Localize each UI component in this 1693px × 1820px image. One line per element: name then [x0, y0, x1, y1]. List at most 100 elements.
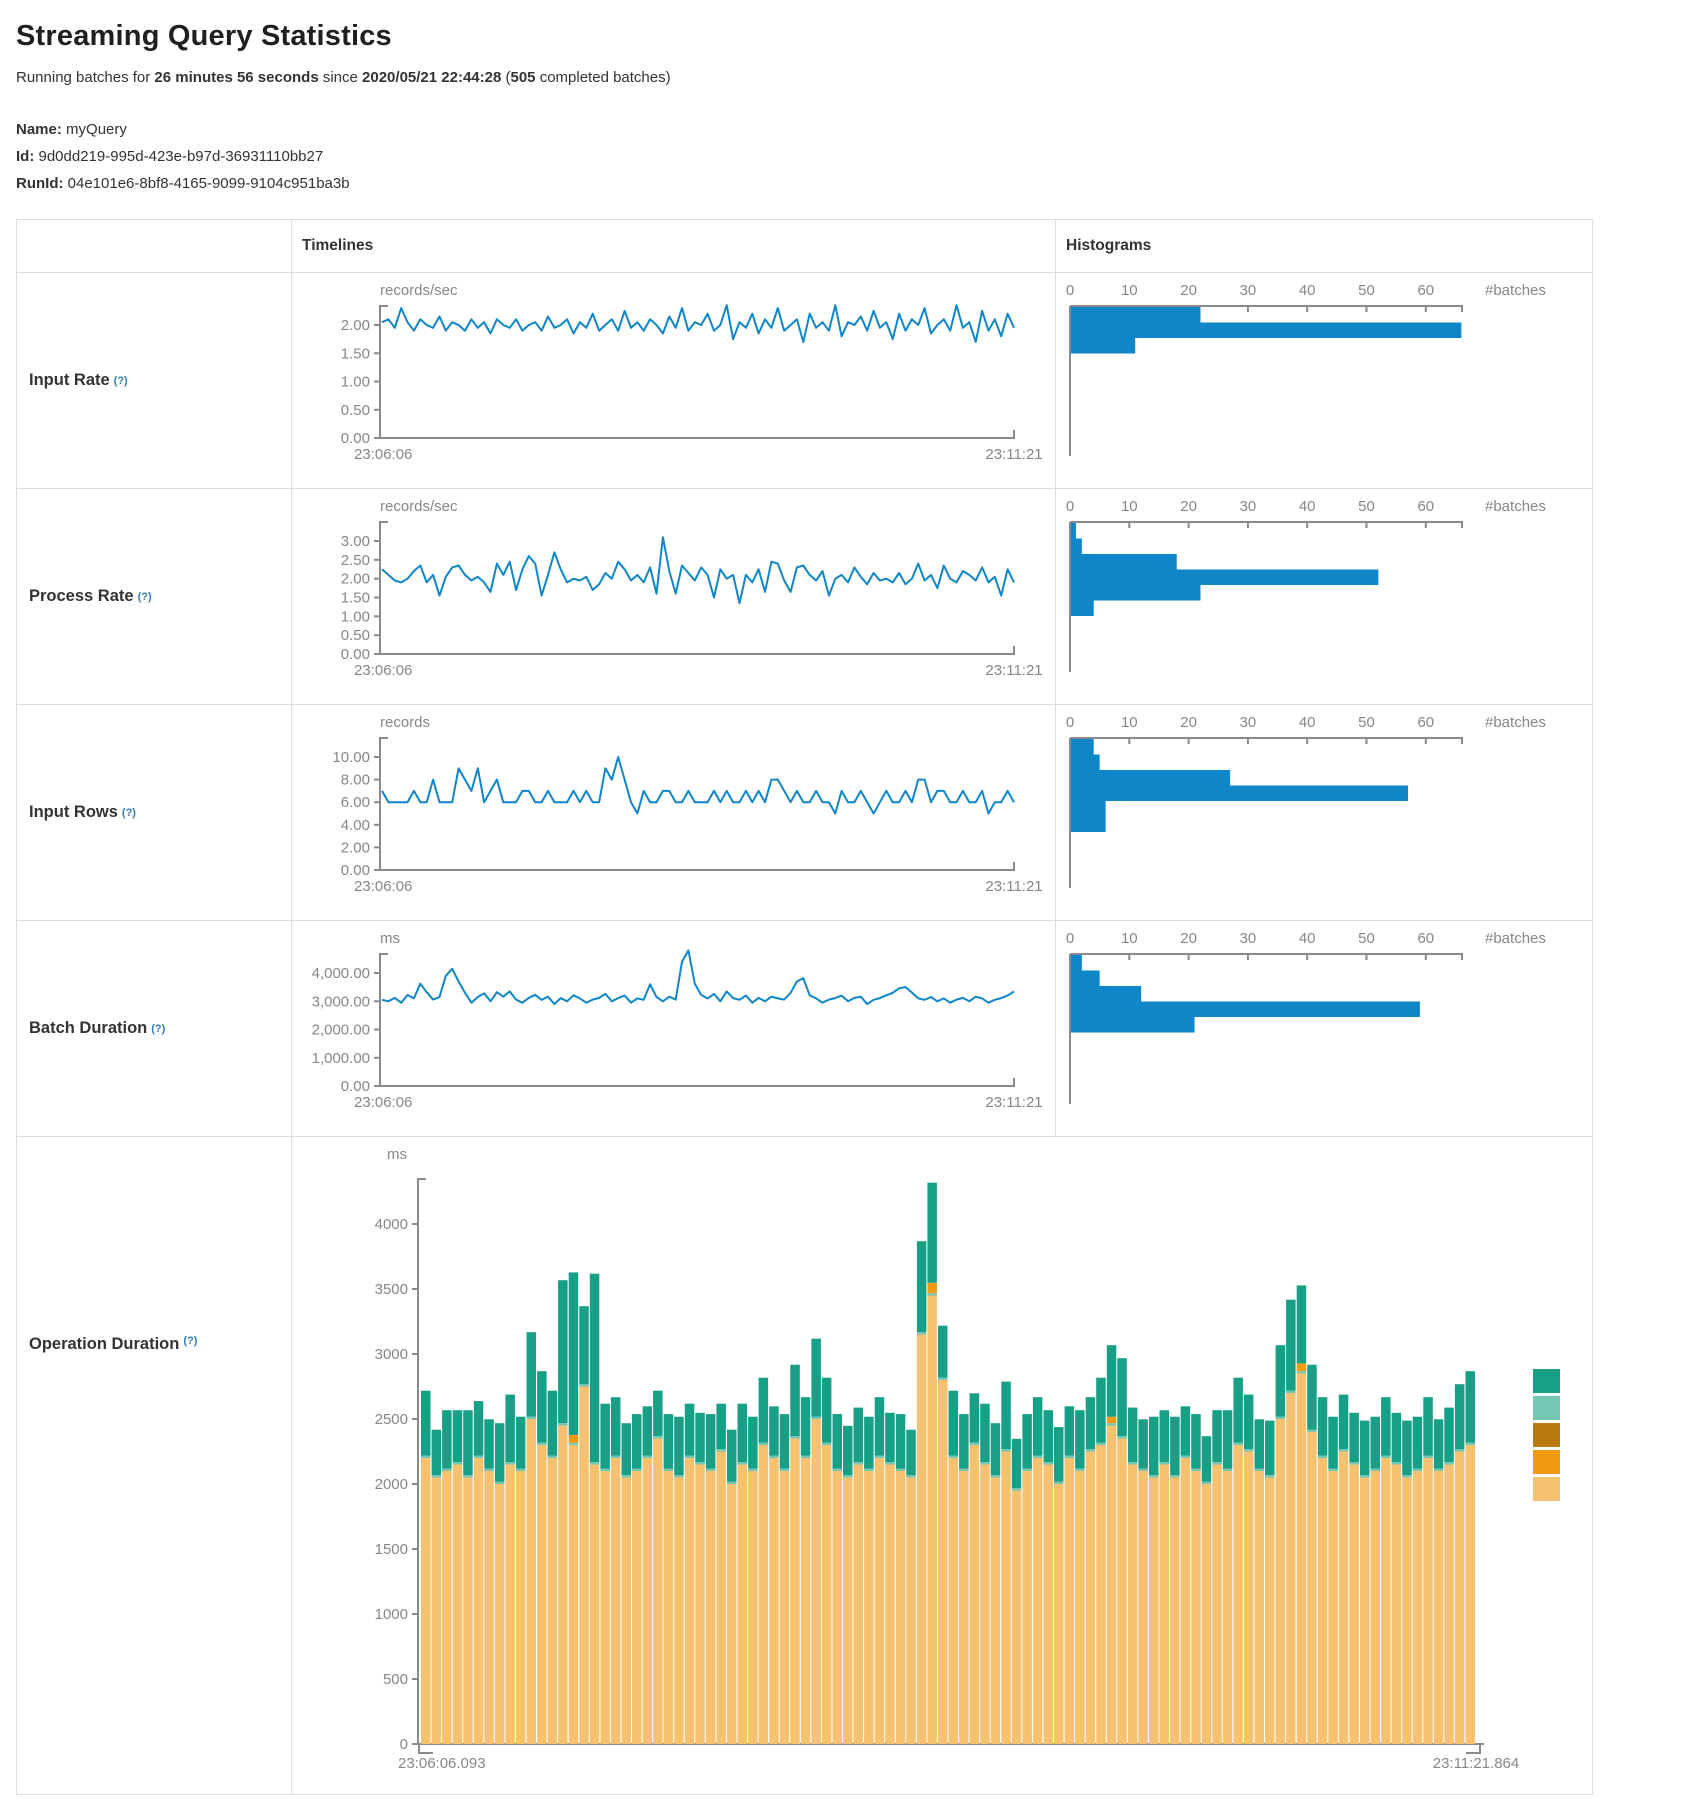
svg-text:2.50: 2.50	[341, 552, 370, 569]
summary-mid: since	[318, 69, 363, 86]
table-header-timelines: Timelines	[292, 220, 1056, 273]
svg-text:records: records	[380, 714, 430, 731]
svg-text:500: 500	[383, 1671, 408, 1688]
svg-text:60: 60	[1417, 498, 1434, 515]
process-rate-histogram-chart: 0 10 20 30 40 50 60 #batches	[1056, 489, 1592, 705]
svg-text:20: 20	[1180, 930, 1197, 947]
svg-text:#batches: #batches	[1485, 498, 1546, 515]
svg-text:8.00: 8.00	[341, 772, 370, 789]
input-rate-histogram-chart: 0 10 20 30 40 50 60 #batches	[1056, 273, 1592, 489]
svg-text:60: 60	[1417, 930, 1434, 947]
input-rate-timeline-chart: records/sec 2.00 1.50 1.00 0.50 0.00 23:06:06 2…	[292, 273, 1056, 489]
svg-text:0.00: 0.00	[341, 862, 370, 879]
svg-text:3.00: 3.00	[341, 533, 370, 550]
query-runid-line: RunId: 04e101e6-8bf8-4165-9099-9104c951b…	[16, 170, 1677, 197]
svg-text:0.50: 0.50	[341, 627, 370, 644]
row-label-input-rows: Input Rows (?)	[17, 705, 292, 921]
row-label-input-rate: Input Rate (?)	[17, 273, 292, 489]
svg-text:0.00: 0.00	[341, 430, 370, 447]
batch-duration-histogram-chart: 0 10 20 30 40 50 60 #batches	[1056, 921, 1592, 1137]
summary-suffix: completed batches)	[535, 69, 671, 86]
svg-text:3000: 3000	[375, 1346, 408, 1363]
row-label-batch-duration: Batch Duration (?)	[17, 921, 292, 1137]
svg-text:records/sec: records/sec	[380, 498, 458, 515]
page-title: Streaming Query Statistics	[16, 20, 392, 52]
svg-text:0.50: 0.50	[341, 402, 370, 419]
summary-batch-count: 505	[510, 69, 536, 86]
svg-text:4000: 4000	[375, 1216, 408, 1233]
query-info: Name: myQuery Id: 9d0dd219-995d-423e-b97…	[16, 116, 1677, 197]
query-id-line: Id: 9d0dd219-995d-423e-b97d-36931110bb27	[16, 143, 1677, 170]
svg-text:23:11:21: 23:11:21	[985, 446, 1042, 463]
summary-start-time: 2020/05/21 22:44:28	[362, 69, 502, 86]
svg-text:2.00: 2.00	[341, 571, 370, 588]
svg-text:40: 40	[1299, 498, 1316, 515]
row-label-process-rate: Process Rate (?)	[17, 489, 292, 705]
batch-duration-timeline-chart: ms 4,000.00 3,000.00 2,000.00 1,000.00 0.00 23…	[292, 921, 1056, 1137]
svg-text:0: 0	[1066, 282, 1074, 299]
query-id-label: Id:	[16, 148, 35, 165]
svg-text:40: 40	[1299, 714, 1316, 731]
svg-text:10: 10	[1121, 714, 1138, 731]
svg-text:1,000.00: 1,000.00	[312, 1050, 370, 1067]
svg-text:2.00: 2.00	[341, 317, 370, 334]
svg-text:0: 0	[1066, 714, 1074, 731]
svg-text:0.00: 0.00	[341, 646, 370, 663]
query-id-value: 9d0dd219-995d-423e-b97d-36931110bb27	[38, 148, 324, 165]
svg-text:2,000.00: 2,000.00	[312, 1022, 370, 1039]
svg-text:23:06:06: 23:06:06	[354, 1094, 412, 1111]
svg-text:0: 0	[1066, 930, 1074, 947]
table-header-histograms: Histograms	[1056, 220, 1592, 273]
svg-text:3,000.00: 3,000.00	[312, 993, 370, 1010]
svg-text:0: 0	[400, 1736, 408, 1753]
svg-text:30: 30	[1240, 282, 1257, 299]
svg-text:40: 40	[1299, 930, 1316, 947]
svg-text:ms: ms	[380, 930, 400, 947]
svg-text:50: 50	[1358, 714, 1375, 731]
batch-duration-help-link[interactable]: (?)	[151, 1022, 166, 1035]
running-batches-summary: Running batches for 26 minutes 56 second…	[16, 69, 1677, 86]
svg-text:#batches: #batches	[1485, 282, 1546, 299]
svg-text:23:11:21: 23:11:21	[985, 662, 1042, 679]
svg-text:23:06:06: 23:06:06	[354, 662, 412, 679]
svg-text:23:11:21: 23:11:21	[985, 878, 1042, 895]
svg-text:20: 20	[1180, 282, 1197, 299]
svg-text:#batches: #batches	[1485, 930, 1546, 947]
svg-text:1.50: 1.50	[341, 590, 370, 607]
input-rows-label: Input Rows	[29, 803, 118, 821]
statistics-table: Timelines Histograms Input Rate (?) recor…	[16, 219, 1593, 1795]
svg-text:1500: 1500	[375, 1541, 408, 1558]
svg-text:2000: 2000	[375, 1476, 408, 1493]
svg-text:50: 50	[1358, 930, 1375, 947]
process-rate-label: Process Rate	[29, 587, 134, 605]
query-runid-value: 04e101e6-8bf8-4165-9099-9104c951ba3b	[67, 175, 350, 192]
svg-text:ms: ms	[387, 1146, 407, 1163]
input-rate-help-link[interactable]: (?)	[113, 374, 128, 387]
svg-text:23:06:06: 23:06:06	[354, 446, 412, 463]
svg-text:10: 10	[1121, 930, 1138, 947]
svg-text:30: 30	[1240, 930, 1257, 947]
svg-text:23:11:21: 23:11:21	[985, 1094, 1042, 1111]
input-rows-histogram-chart: 0 10 20 30 40 50 60 #batches	[1056, 705, 1592, 921]
input-rows-timeline-chart: records 10.00 8.00 6.00 4.00 2.00 0.00 23:06:06…	[292, 705, 1056, 921]
svg-text:30: 30	[1240, 498, 1257, 515]
operation-duration-help-link[interactable]: (?)	[183, 1335, 198, 1347]
svg-text:23:06:06: 23:06:06	[354, 878, 412, 895]
svg-text:#batches: #batches	[1485, 714, 1546, 731]
svg-text:2.00: 2.00	[341, 839, 370, 856]
input-rate-label: Input Rate	[29, 371, 110, 389]
query-name-label: Name:	[16, 121, 62, 138]
svg-text:30: 30	[1240, 714, 1257, 731]
svg-text:20: 20	[1180, 714, 1197, 731]
input-rows-help-link[interactable]: (?)	[121, 806, 136, 819]
svg-text:0.00: 0.00	[341, 1078, 370, 1095]
svg-text:1.00: 1.00	[341, 374, 370, 391]
svg-text:2500: 2500	[375, 1411, 408, 1428]
operation-duration-label: Operation Duration	[29, 1335, 180, 1353]
process-rate-help-link[interactable]: (?)	[137, 590, 152, 603]
svg-text:10: 10	[1121, 282, 1138, 299]
svg-text:3500: 3500	[375, 1281, 408, 1298]
svg-text:60: 60	[1417, 282, 1434, 299]
svg-text:50: 50	[1358, 282, 1375, 299]
